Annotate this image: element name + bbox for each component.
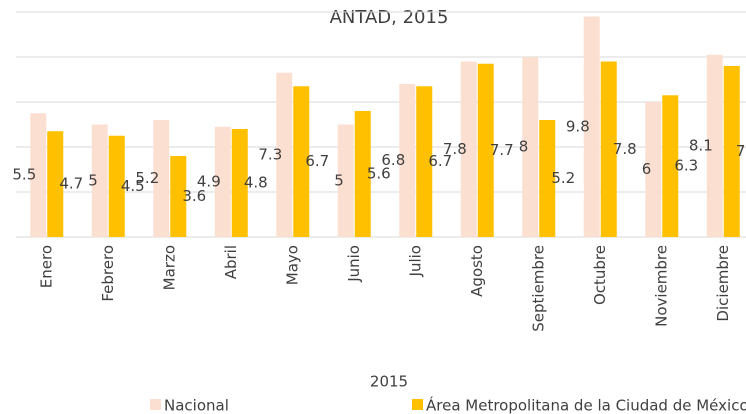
data-label: 5.2 — [135, 169, 159, 187]
bar — [583, 16, 600, 237]
bar — [231, 129, 248, 237]
legend-label: Área Metropolitana de la Ciudad de Méxic… — [426, 396, 746, 414]
x-tick-label: Septiembre — [529, 245, 547, 332]
chart-title: ANTAD, 2015 — [330, 7, 449, 28]
data-label: 7.3 — [258, 145, 282, 163]
x-tick-label: Junio — [345, 245, 363, 283]
bar — [30, 113, 47, 237]
bar — [539, 120, 556, 237]
x-tick-label: Mayo — [283, 245, 301, 285]
bar — [153, 120, 170, 237]
data-label: 4.9 — [197, 172, 221, 190]
x-tick-label: Julio — [406, 245, 424, 277]
bar — [477, 63, 494, 237]
bar — [645, 102, 662, 237]
data-label: 7.7 — [490, 141, 514, 159]
bar — [337, 124, 354, 237]
bar — [293, 86, 310, 237]
bar — [522, 57, 539, 237]
data-label: 4.8 — [244, 174, 268, 192]
data-label: 5 — [88, 171, 98, 189]
bar — [108, 135, 125, 237]
x-tick-label: Febrero — [99, 245, 117, 302]
data-label: 3.6 — [182, 187, 206, 205]
data-label: 7.8 — [443, 140, 467, 158]
x-tick-label: Diciembre — [714, 245, 732, 322]
x-tick-label: Enero — [37, 245, 55, 288]
x-tick-label: Marzo — [160, 245, 178, 290]
x-tick-label: Agosto — [468, 245, 486, 297]
data-label: 7.8 — [613, 140, 637, 158]
bar — [723, 66, 740, 237]
legend-label: Nacional — [164, 397, 229, 414]
data-label: 6.8 — [381, 151, 405, 169]
x-tick-label: Noviembre — [652, 245, 670, 327]
data-label: 4.7 — [59, 175, 83, 193]
x-axis-title: 2015 — [370, 373, 408, 391]
bar — [214, 126, 231, 237]
data-label: 8.1 — [689, 136, 713, 154]
bar — [399, 84, 416, 237]
data-label: 5.6 — [367, 165, 391, 183]
data-label: 6.3 — [674, 157, 698, 175]
bar — [416, 86, 433, 237]
bar — [91, 124, 108, 237]
bar — [276, 72, 293, 237]
data-label: 8 — [519, 138, 529, 156]
x-tick-label: Octubre — [591, 245, 609, 305]
data-label: 4.5 — [121, 177, 145, 195]
data-label: 6 — [642, 160, 652, 178]
bar — [460, 61, 477, 237]
data-label: 6.7 — [305, 152, 329, 170]
data-label: 7.6 — [736, 142, 746, 160]
bar — [354, 111, 371, 237]
bar — [600, 61, 617, 237]
bar — [47, 131, 64, 237]
data-label: 5.5 — [12, 166, 36, 184]
bar — [170, 156, 187, 237]
legend-swatch — [412, 399, 423, 410]
legend-swatch — [150, 399, 161, 410]
data-label: 5.2 — [551, 169, 575, 187]
data-label: 9.8 — [566, 117, 590, 135]
data-label: 5 — [334, 171, 344, 189]
x-tick-label: Abril — [222, 245, 240, 279]
bar — [706, 54, 723, 237]
data-label: 6.7 — [428, 152, 452, 170]
bar — [662, 95, 679, 237]
